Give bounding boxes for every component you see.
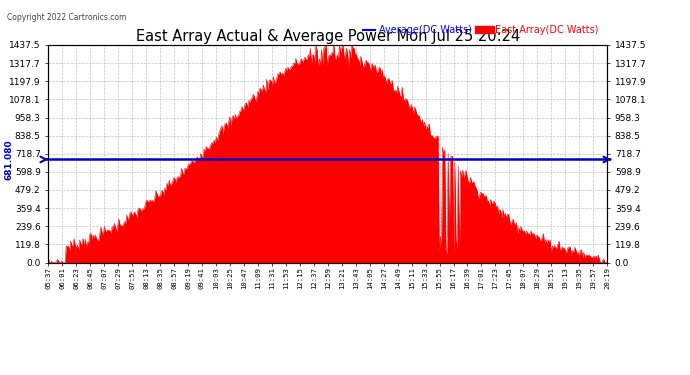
Text: 681.080: 681.080: [5, 139, 14, 180]
Title: East Array Actual & Average Power Mon Jul 25 20:24: East Array Actual & Average Power Mon Ju…: [136, 29, 520, 44]
Text: Copyright 2022 Cartronics.com: Copyright 2022 Cartronics.com: [7, 13, 126, 22]
Legend: Average(DC Watts), East Array(DC Watts): Average(DC Watts), East Array(DC Watts): [359, 22, 602, 39]
